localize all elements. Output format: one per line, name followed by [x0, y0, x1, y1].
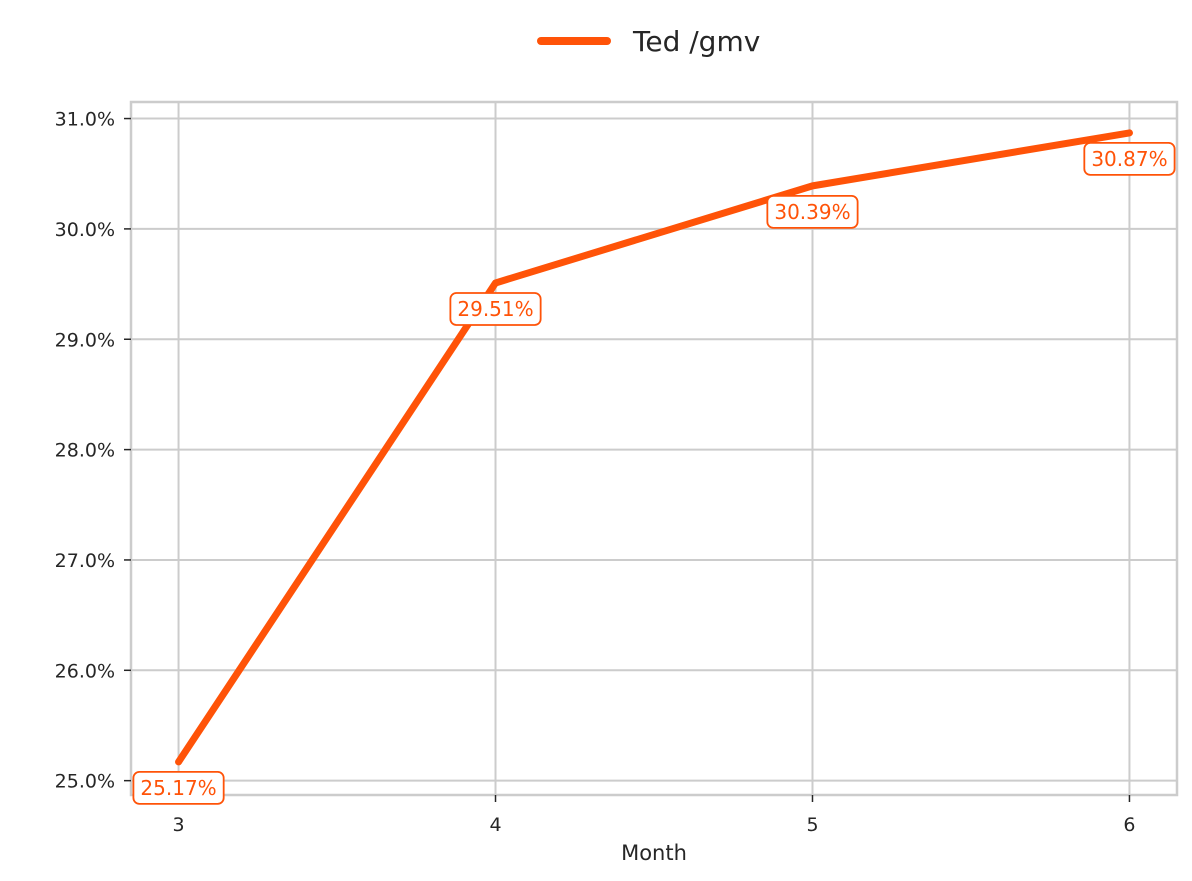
data-label-box: [1083, 141, 1176, 176]
x-axis-title: Month: [621, 841, 687, 865]
data-label-box: [766, 194, 859, 229]
y-axis: 25.0% 26.0% 27.0% 28.0% 29.0% 30.0% 31.0%: [55, 109, 131, 793]
y-tick-label: 25.0%: [55, 771, 115, 793]
x-tick-label: 5: [806, 814, 818, 836]
x-tick-label: 3: [172, 814, 184, 836]
legend-label: Ted /gmv: [632, 25, 760, 58]
data-label: 29.51%: [449, 292, 542, 326]
data-label-text: 25.17%: [140, 776, 216, 800]
data-label-text: 30.39%: [774, 200, 850, 224]
data-label: 30.39%: [766, 194, 859, 229]
y-tick-label: 30.0%: [55, 219, 115, 241]
y-tick-label: 26.0%: [55, 660, 115, 682]
series-layer: 25.17% 29.51% 30.39% 30.87%: [132, 129, 1176, 805]
grid-lines: [131, 102, 1177, 795]
data-label: 30.87%: [1083, 141, 1176, 176]
y-tick-label: 29.0%: [55, 329, 115, 351]
y-tick-label: 31.0%: [55, 109, 115, 131]
x-tick-label: 6: [1123, 814, 1135, 836]
data-label: 25.17%: [132, 770, 225, 805]
x-tick-label: 4: [489, 814, 501, 836]
data-label-text: 30.87%: [1091, 147, 1167, 171]
y-tick-label: 28.0%: [55, 440, 115, 462]
y-tick-label: 27.0%: [55, 550, 115, 572]
data-label-text: 29.51%: [457, 297, 533, 321]
data-label-box: [132, 770, 225, 805]
plot-frame: [129, 100, 1179, 797]
x-axis: 3 4 5 6: [172, 795, 1136, 836]
data-label-box: [449, 292, 542, 326]
legend: Ted /gmv: [537, 25, 760, 58]
series-line: [175, 129, 1133, 766]
